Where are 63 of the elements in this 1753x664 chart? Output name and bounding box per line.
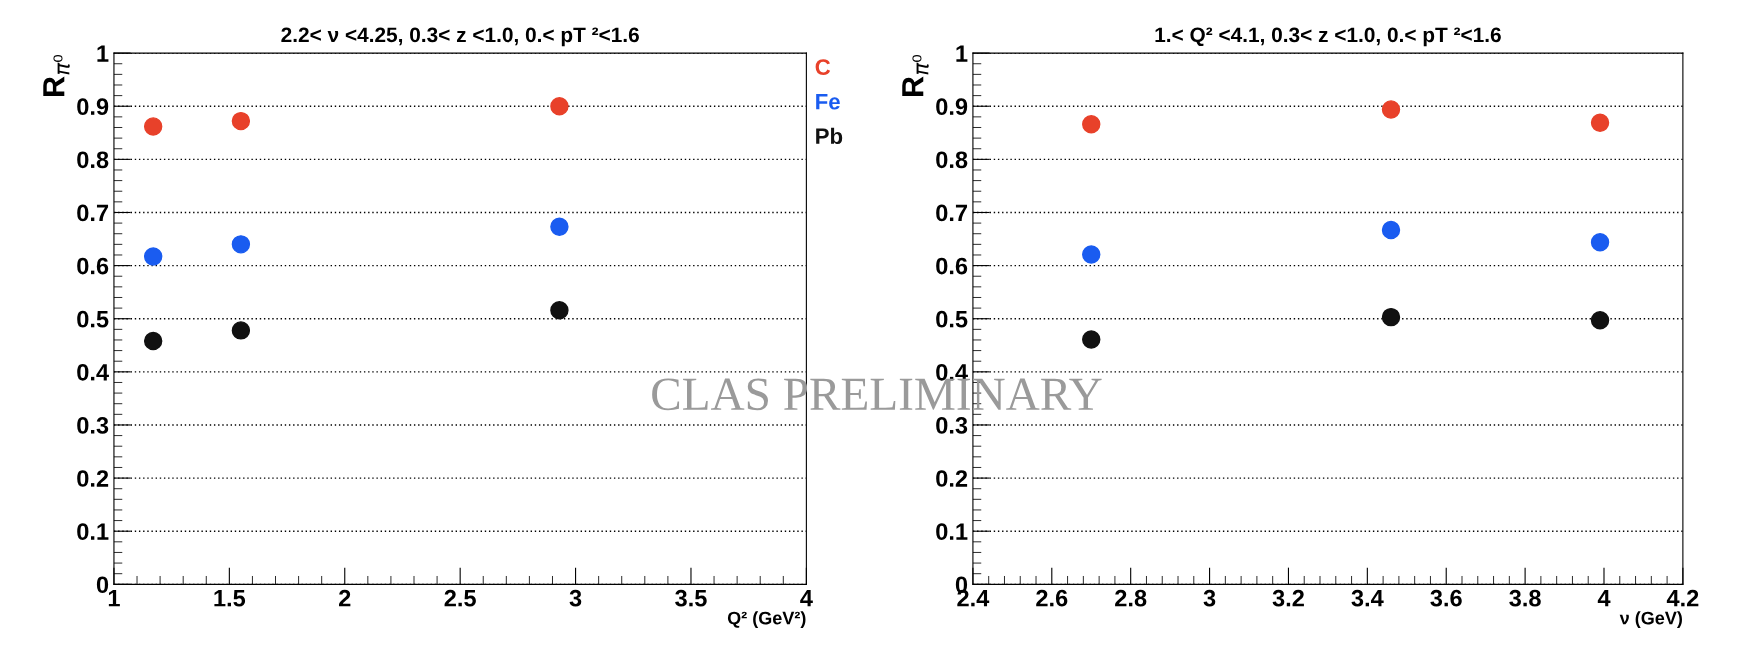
y-axis-title: R$_{π⁰}$ <box>43 54 70 96</box>
y-axis-title: R$_{π⁰}$ <box>902 54 929 96</box>
point <box>1590 113 1610 132</box>
x-tick-label: 1.5 <box>214 590 246 607</box>
x-tick-label: 2 <box>339 589 351 607</box>
point <box>1590 311 1610 330</box>
x-axis-title: Q² (GeV²) <box>727 611 806 629</box>
y-tick-label: 0.6 <box>936 257 968 275</box>
y-tick-label: 1 <box>956 45 968 62</box>
y-tick-label: 0.3 <box>936 417 968 434</box>
x-axis-title: ν (GeV) <box>1619 611 1682 629</box>
y-tick-label: 0.4 <box>77 363 109 381</box>
point <box>143 117 163 136</box>
y-tick-label: 0.3 <box>77 417 109 434</box>
y-tick-label: 0.7 <box>77 204 109 222</box>
point <box>1381 307 1401 327</box>
x-tick-label: 2.6 <box>1036 589 1068 607</box>
point <box>231 111 251 131</box>
y-tick-label: 0.6 <box>77 257 109 275</box>
x-tick-label: 2.8 <box>1115 589 1147 607</box>
y-tick-label: 0.7 <box>936 204 968 222</box>
y-tick-label: 0.9 <box>77 98 109 116</box>
x-tick-label: 3.2 <box>1272 589 1304 607</box>
x-tick-label: 3.6 <box>1430 589 1462 607</box>
point <box>550 301 569 320</box>
y-tick-label: 0.5 <box>77 310 109 328</box>
chart-title: 2.2< ν <4.25, 0.3< z <1.0, 0.< pT ²<1.6 <box>281 27 639 47</box>
point <box>231 235 251 254</box>
y-tick-label: 0.9 <box>936 98 968 116</box>
y-tick-label: 0.2 <box>77 470 109 487</box>
x-tick-label: 4.2 <box>1666 589 1699 607</box>
y-tick-label: 0.1 <box>77 523 109 540</box>
x-tick-label: 1 <box>108 590 120 607</box>
chart-title: 1.< Q² <4.1, 0.3< z <1.0, 0.< pT ²<1.6 <box>1155 27 1501 47</box>
x-tick-label: 4 <box>800 590 813 607</box>
point <box>1082 245 1101 264</box>
x-tick-label: 4 <box>1597 590 1611 607</box>
y-tick-label: 1 <box>97 45 109 62</box>
point <box>1381 100 1401 119</box>
point <box>143 331 163 351</box>
point <box>1082 330 1101 349</box>
y-tick-label: 0.8 <box>936 151 968 169</box>
x-tick-label: 3.8 <box>1509 589 1541 607</box>
point <box>1381 220 1401 240</box>
x-tick-label: 3.4 <box>1351 589 1384 607</box>
point <box>143 247 163 266</box>
x-tick-label: 3 <box>569 589 582 607</box>
text: Fe <box>816 94 840 110</box>
x-tick-label: 3.5 <box>675 589 707 607</box>
point <box>231 321 251 340</box>
x-tick-label: 3 <box>1203 589 1216 607</box>
y-tick-label: 0.1 <box>936 523 968 540</box>
y-tick-label: 0.5 <box>936 310 968 328</box>
y-tick-label: 0 <box>96 576 109 594</box>
text: C <box>815 59 831 76</box>
y-tick-label: 0.2 <box>936 470 968 487</box>
x-tick-label: 2.5 <box>444 589 476 607</box>
point <box>550 97 569 116</box>
text: Pb <box>816 127 843 145</box>
point <box>1082 115 1101 134</box>
point <box>550 217 569 237</box>
y-tick-label: 0.8 <box>77 151 109 169</box>
point <box>1590 233 1610 252</box>
